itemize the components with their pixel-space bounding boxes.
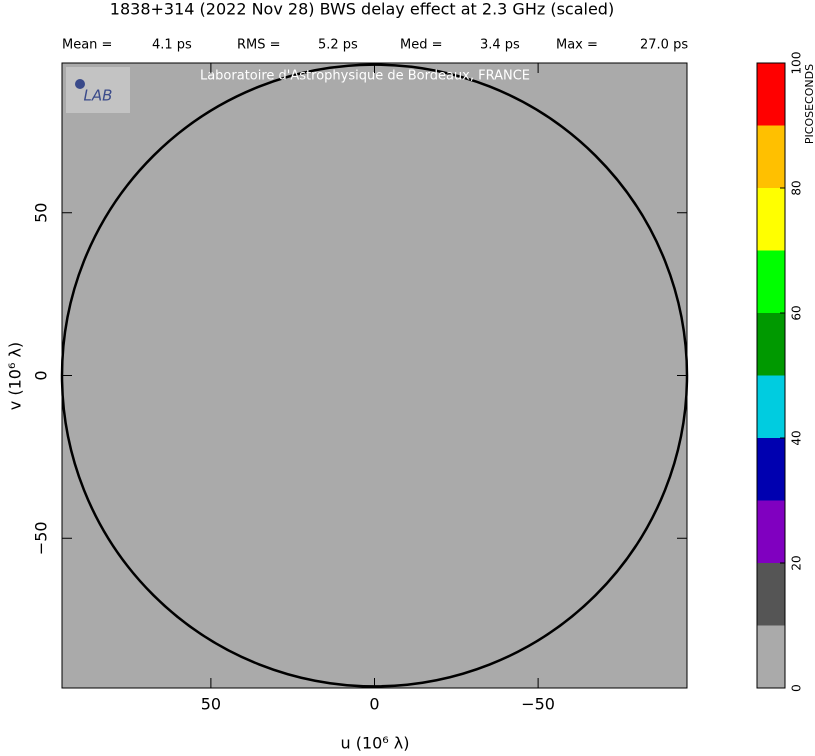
colorbar-bin: [757, 375, 785, 438]
logo-box: [66, 67, 130, 113]
stat-label: Mean =: [62, 38, 112, 53]
logo-dot: [75, 79, 85, 89]
stat-label: Max =: [556, 38, 598, 53]
stat-label: Med =: [400, 38, 443, 53]
colorbar-frame: [756, 62, 786, 689]
colorbar-bin: [757, 500, 785, 563]
colorbar-tick-label: 40: [790, 430, 804, 445]
stat-value: 5.2 ps: [318, 38, 358, 53]
map-background: [62, 63, 687, 688]
colorbar-bin: [757, 313, 785, 376]
stat-label: RMS =: [237, 38, 281, 53]
colorbar-label: PICOSECONDS: [803, 64, 815, 144]
colorbar-bin: [757, 125, 785, 188]
y-axis-label: v (10⁶ λ): [6, 342, 25, 410]
colorbar-bin: [757, 63, 785, 126]
logo-text: LAB: [84, 87, 113, 105]
chart-title: 1838+314 (2022 Nov 28) BWS delay effect …: [110, 0, 614, 19]
colorbar-tick-label: 60: [790, 305, 804, 320]
colorbar-bin: [757, 563, 785, 626]
watermark: Laboratoire d'Astrophysique de Bordeaux,…: [200, 69, 530, 84]
x-axis-label: u (10⁶ λ): [340, 734, 409, 753]
colorbar-bin: [757, 625, 785, 688]
colorbar-bin: [757, 188, 785, 251]
y-tick-label: 0: [32, 370, 51, 380]
stat-value: 27.0 ps: [640, 38, 688, 53]
x-tick-label: −50: [521, 695, 555, 714]
stat-value: 3.4 ps: [480, 38, 520, 53]
y-tick-label: −50: [32, 521, 51, 555]
colorbar-tick-label: 100: [790, 52, 804, 75]
y-tick-label: 50: [32, 203, 51, 223]
colorbar-bin: [757, 250, 785, 313]
stat-value: 4.1 ps: [152, 38, 192, 53]
x-tick-label: 0: [369, 695, 379, 714]
colorbar-tick-label: 20: [790, 555, 804, 570]
colorbar-tick-label: 80: [790, 180, 804, 195]
colorbar-bin: [757, 438, 785, 501]
colorbar-tick-label: 0: [790, 684, 804, 692]
x-tick-label: 50: [201, 695, 221, 714]
